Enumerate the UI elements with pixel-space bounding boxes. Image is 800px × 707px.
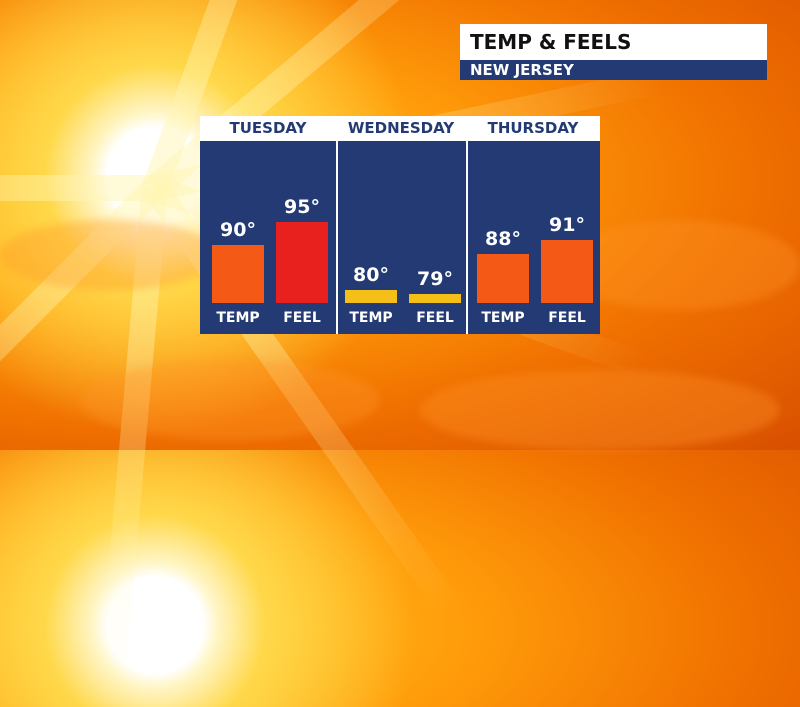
category-label-wednesday-feel: FEEL	[416, 310, 454, 326]
value-label-thursday-temp: 88°	[485, 227, 521, 250]
day-header-row: TUESDAY WEDNESDAY THURSDAY	[200, 116, 600, 141]
category-label-wednesday-temp: TEMP	[349, 310, 393, 326]
value-label-tuesday-temp: 90°	[220, 218, 256, 241]
bar-plot-area: 90° TEMP 95° FEEL 80° TEMP 79° FEEL 88° TEMP 91° FE…	[200, 141, 600, 334]
chart-subtitle: NEW JERSEY	[460, 60, 767, 80]
value-label-tuesday-feel: 95°	[284, 196, 320, 218]
day-label-wednesday: WEDNESDAY	[347, 119, 455, 137]
day-divider	[336, 141, 338, 334]
category-label-tuesday-feel: FEEL	[283, 310, 321, 326]
bar-tuesday-temp	[212, 244, 264, 303]
bar-thursday-feel	[541, 240, 593, 303]
value-label-thursday-feel: 91°	[549, 214, 585, 236]
forecast-panel: TUESDAY WEDNESDAY THURSDAY 90° TEMP 95° FEE…	[200, 116, 600, 334]
category-label-thursday-temp: TEMP	[481, 310, 525, 326]
chart-title: TEMP & FEELS	[460, 24, 767, 60]
bar-tuesday-feel	[276, 222, 328, 303]
bar-thursday-temp	[477, 253, 529, 303]
bar-wednesday-temp	[345, 289, 397, 303]
day-label-thursday: THURSDAY	[487, 119, 579, 137]
category-label-thursday-feel: FEEL	[548, 310, 586, 326]
category-label-tuesday-temp: TEMP	[216, 310, 260, 326]
value-label-wednesday-temp: 80°	[353, 263, 389, 286]
bar-wednesday-feel	[409, 294, 461, 303]
day-label-tuesday: TUESDAY	[229, 119, 307, 137]
day-divider	[466, 141, 468, 334]
value-label-wednesday-feel: 79°	[417, 268, 453, 290]
